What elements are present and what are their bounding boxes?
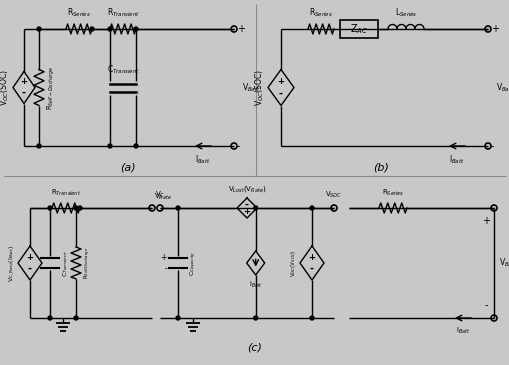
Text: C$_{Transient}$: C$_{Transient}$: [106, 63, 139, 76]
Circle shape: [78, 206, 82, 210]
Text: I$_{Batt}$: I$_{Batt}$: [455, 326, 469, 336]
Text: V$_C$: V$_C$: [155, 190, 165, 200]
Text: -: -: [237, 141, 240, 151]
Text: +: +: [277, 77, 284, 86]
Text: R$_{Transient}$: R$_{Transient}$: [51, 188, 81, 198]
Text: +: +: [26, 253, 34, 262]
Circle shape: [48, 206, 52, 210]
Circle shape: [37, 27, 41, 31]
Text: +: +: [20, 77, 27, 87]
Text: R$_{Self-Discharge}$: R$_{Self-Discharge}$: [46, 65, 58, 110]
Text: -: -: [164, 265, 166, 273]
Text: I$_{Batt}$: I$_{Batt}$: [195, 154, 210, 166]
Text: V$_{OC}$(V$_{SOC}$): V$_{OC}$(V$_{SOC}$): [289, 249, 297, 277]
Text: -: -: [278, 89, 282, 99]
Circle shape: [134, 27, 138, 31]
Text: V$_{OC}$(SOC): V$_{OC}$(SOC): [253, 69, 266, 106]
Circle shape: [74, 206, 78, 210]
Text: R$_{Series}$: R$_{Series}$: [308, 7, 332, 19]
Circle shape: [74, 316, 78, 320]
Circle shape: [176, 206, 180, 210]
Text: +: +: [243, 207, 250, 216]
Text: (a): (a): [120, 163, 135, 173]
Text: Z$_{AC}$: Z$_{AC}$: [349, 22, 367, 36]
Text: -: -: [309, 264, 314, 274]
Circle shape: [134, 144, 138, 148]
Text: V$_{SOC}$: V$_{SOC}$: [325, 190, 342, 200]
Text: V$_{C\_Rate}$(I$_{Batt}$): V$_{C\_Rate}$(I$_{Batt}$): [7, 244, 16, 282]
Bar: [256, 4, 505, 176]
Text: V$_{OC}$(SOC): V$_{OC}$(SOC): [0, 69, 11, 106]
Text: (b): (b): [372, 163, 388, 173]
Text: +: +: [490, 24, 498, 34]
Circle shape: [309, 316, 314, 320]
Text: -: -: [244, 200, 248, 210]
Circle shape: [90, 27, 94, 31]
Circle shape: [48, 316, 52, 320]
Text: C$_{Capacity}$: C$_{Capacity}$: [189, 250, 199, 276]
Text: +: +: [237, 24, 244, 34]
Text: I$_{Batt}$: I$_{Batt}$: [248, 280, 262, 290]
Text: R$_{Self Discharge}$: R$_{Self Discharge}$: [83, 247, 93, 279]
Bar: [4, 4, 251, 176]
Text: R$_{Series}$: R$_{Series}$: [67, 7, 91, 19]
Circle shape: [309, 206, 314, 210]
Text: -: -: [490, 141, 494, 151]
Text: I$_{Batt}$: I$_{Batt}$: [448, 154, 464, 166]
Text: L$_{Series}$: L$_{Series}$: [394, 7, 416, 19]
Text: -: -: [28, 264, 32, 274]
Circle shape: [37, 144, 41, 148]
Circle shape: [253, 316, 257, 320]
Text: +: +: [308, 253, 315, 262]
Text: (c): (c): [247, 343, 262, 353]
Text: V$_{Rate}$: V$_{Rate}$: [154, 192, 172, 202]
Text: V$_{Batt}$: V$_{Batt}$: [242, 81, 260, 94]
Text: V$_{Lost}$(V$_{Rate}$): V$_{Lost}$(V$_{Rate}$): [228, 184, 266, 194]
Text: C$_{Transient}$: C$_{Transient}$: [61, 249, 70, 277]
Bar: [340, 20, 377, 38]
Bar: [4, 180, 505, 358]
Text: V$_{Batt}$: V$_{Batt}$: [498, 257, 509, 269]
Circle shape: [253, 206, 257, 210]
Text: +: +: [160, 253, 166, 261]
Text: -: -: [484, 300, 487, 310]
Text: V$_{Batt}$: V$_{Batt}$: [495, 81, 509, 94]
Text: +: +: [481, 216, 489, 226]
Text: -: -: [22, 88, 26, 98]
Circle shape: [176, 316, 180, 320]
Circle shape: [108, 144, 112, 148]
Text: R$_{Transient}$: R$_{Transient}$: [106, 7, 139, 19]
Circle shape: [108, 27, 112, 31]
Text: R$_{Series}$: R$_{Series}$: [381, 188, 403, 198]
